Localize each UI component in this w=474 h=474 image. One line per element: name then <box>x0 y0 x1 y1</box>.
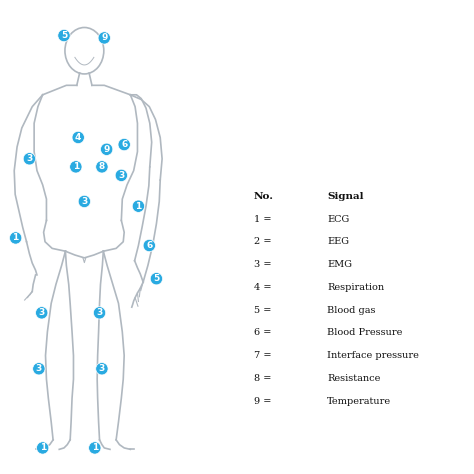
Circle shape <box>96 363 108 375</box>
Text: 4 =: 4 = <box>254 283 271 292</box>
Text: Blood gas: Blood gas <box>327 306 375 315</box>
Text: ECG: ECG <box>327 215 349 224</box>
Circle shape <box>78 195 91 208</box>
Text: No.: No. <box>254 192 273 201</box>
Text: 6: 6 <box>121 140 128 149</box>
Text: 8 =: 8 = <box>254 374 271 383</box>
Text: 3 =: 3 = <box>254 260 271 269</box>
Circle shape <box>93 307 106 319</box>
Circle shape <box>70 161 82 173</box>
Text: EEG: EEG <box>327 237 349 246</box>
Circle shape <box>100 143 113 155</box>
Text: 9 =: 9 = <box>254 397 271 406</box>
Text: 5: 5 <box>153 274 160 283</box>
Text: 1: 1 <box>12 234 19 242</box>
Text: 6 =: 6 = <box>254 328 271 337</box>
Text: 3: 3 <box>118 171 125 180</box>
Circle shape <box>150 273 163 285</box>
Text: 5: 5 <box>61 31 67 40</box>
Text: 4: 4 <box>75 133 82 142</box>
Text: 7 =: 7 = <box>254 351 271 360</box>
Text: 3: 3 <box>81 197 88 206</box>
Text: 1 =: 1 = <box>254 215 271 224</box>
Text: Interface pressure: Interface pressure <box>327 351 419 360</box>
Circle shape <box>36 442 49 454</box>
Circle shape <box>132 200 145 212</box>
Text: 2 =: 2 = <box>254 237 271 246</box>
Text: EMG: EMG <box>327 260 352 269</box>
Text: 8: 8 <box>99 163 105 171</box>
Text: 3: 3 <box>38 309 45 317</box>
Text: Temperature: Temperature <box>327 397 391 406</box>
Text: 1: 1 <box>39 444 46 452</box>
Text: 9: 9 <box>103 145 110 154</box>
Text: 3: 3 <box>26 155 33 163</box>
Text: 6: 6 <box>146 241 153 250</box>
Text: 3: 3 <box>99 365 105 373</box>
Text: 3: 3 <box>96 309 103 317</box>
Circle shape <box>23 153 36 165</box>
Text: Resistance: Resistance <box>327 374 381 383</box>
Circle shape <box>72 131 84 144</box>
Circle shape <box>89 442 101 454</box>
Circle shape <box>58 29 70 42</box>
Circle shape <box>115 169 128 182</box>
Text: 1: 1 <box>135 202 142 210</box>
Text: Signal: Signal <box>327 192 364 201</box>
Circle shape <box>98 32 110 44</box>
Text: 1: 1 <box>91 444 98 452</box>
Circle shape <box>33 363 45 375</box>
Text: Respiration: Respiration <box>327 283 384 292</box>
Text: Blood Pressure: Blood Pressure <box>327 328 402 337</box>
Circle shape <box>143 239 155 252</box>
Circle shape <box>36 307 48 319</box>
Text: 3: 3 <box>36 365 42 373</box>
Text: 1: 1 <box>73 163 79 171</box>
Text: 9: 9 <box>101 34 108 42</box>
Circle shape <box>9 232 22 244</box>
Circle shape <box>96 161 108 173</box>
Text: 5 =: 5 = <box>254 306 271 315</box>
Circle shape <box>118 138 130 151</box>
